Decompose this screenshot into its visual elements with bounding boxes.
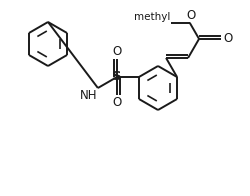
Text: O: O [185, 9, 194, 22]
Text: O: O [112, 45, 121, 58]
Text: O: O [222, 32, 232, 45]
Text: S: S [112, 71, 121, 83]
Text: methyl: methyl [133, 12, 169, 22]
Text: O: O [112, 96, 121, 109]
Text: NH: NH [79, 89, 96, 102]
